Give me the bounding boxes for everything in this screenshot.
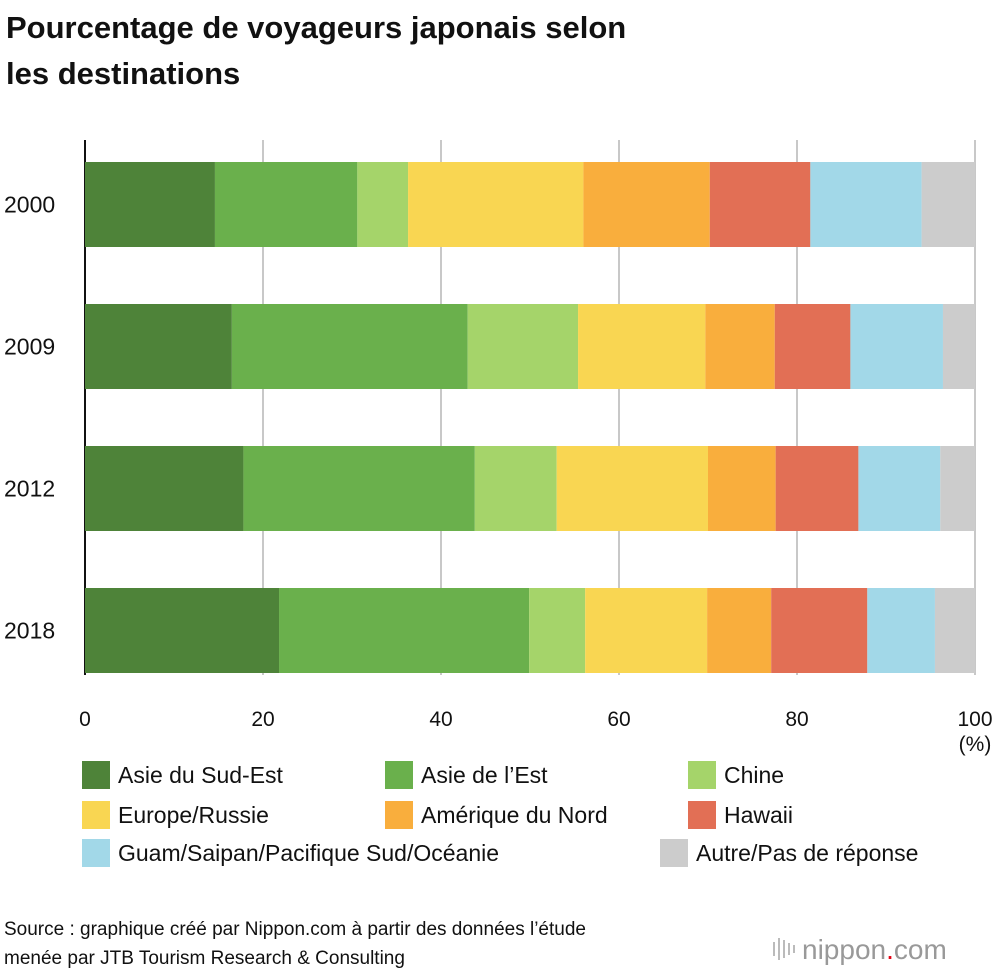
bar-segment: [850, 304, 943, 389]
bar-segment: [231, 304, 468, 389]
bar-segment: [708, 446, 776, 531]
legend-label: Chine: [724, 762, 784, 788]
legend-swatch: [385, 801, 413, 829]
legend-label: Asie du Sud-Est: [118, 762, 284, 788]
bar-segment: [467, 304, 579, 389]
x-unit-label: (%): [959, 733, 992, 756]
chart-title-line1: Pourcentage de voyageurs japonais selon: [6, 10, 626, 45]
bar-segment: [85, 304, 232, 389]
legend-label: Autre/Pas de réponse: [696, 840, 918, 866]
bar-segment: [810, 162, 922, 247]
legend-label: Asie de l’Est: [421, 762, 548, 788]
legend-swatch: [82, 801, 110, 829]
bar-segment: [771, 588, 868, 673]
bar-segment: [529, 588, 586, 673]
legend-label: Guam/Saipan/Pacifique Sud/Océanie: [118, 840, 499, 866]
bar-segment: [585, 588, 708, 673]
y-category-label: 2012: [4, 476, 55, 502]
y-category-label: 2018: [4, 618, 55, 644]
bar-segment: [556, 446, 708, 531]
legend-swatch: [688, 801, 716, 829]
bar-segment: [85, 446, 244, 531]
legend-label: Europe/Russie: [118, 802, 269, 828]
x-tick-label: 60: [607, 708, 630, 731]
bar-segment: [774, 304, 851, 389]
x-tick-label: 80: [785, 708, 808, 731]
bar-segment: [583, 162, 710, 247]
bar-segment: [357, 162, 409, 247]
x-tick-label: 40: [429, 708, 452, 731]
bar-segment: [214, 162, 358, 247]
x-tick-label: 100: [957, 708, 992, 731]
bar-segment: [709, 162, 811, 247]
bar-segment: [775, 446, 859, 531]
bar-segment: [408, 162, 584, 247]
legend-swatch: [82, 839, 110, 867]
logo-text: nippon.com: [802, 934, 947, 965]
bar-segment: [279, 588, 530, 673]
y-category-label: 2009: [4, 334, 55, 360]
bar-segment: [85, 588, 280, 673]
chart-title-line2: les destinations: [6, 56, 240, 91]
bar-segment: [867, 588, 935, 673]
bar-segment: [707, 588, 772, 673]
bar-segment: [474, 446, 557, 531]
bar-segment: [940, 446, 975, 531]
bar-segment: [705, 304, 775, 389]
bar-segment: [578, 304, 706, 389]
bar-segment: [942, 304, 975, 389]
bar-segment: [934, 588, 975, 673]
source-line2: menée par JTB Tourism Research & Consult…: [4, 948, 405, 969]
nippon-logo: nippon.com: [773, 934, 947, 965]
legend-swatch: [82, 761, 110, 789]
y-category-label: 2000: [4, 192, 55, 218]
bar-segment: [85, 162, 215, 247]
x-tick-label: 20: [251, 708, 274, 731]
legend-label: Amérique du Nord: [421, 802, 608, 828]
legend-label: Hawaii: [724, 802, 793, 828]
bar-segment: [243, 446, 475, 531]
source-line1: Source : graphique créé par Nippon.com à…: [4, 919, 586, 940]
bar-segment: [921, 162, 975, 247]
bar-segment: [858, 446, 941, 531]
x-tick-label: 0: [79, 708, 91, 731]
legend-swatch: [660, 839, 688, 867]
legend-swatch: [385, 761, 413, 789]
legend-swatch: [688, 761, 716, 789]
